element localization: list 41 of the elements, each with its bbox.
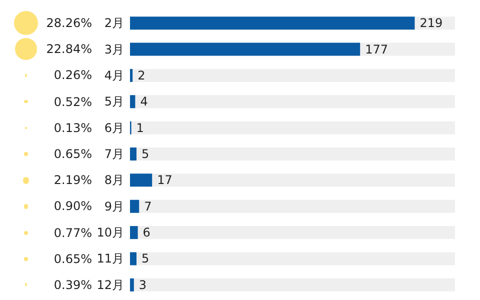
bar <box>130 95 136 108</box>
bar <box>130 68 133 82</box>
data-label: 177 <box>365 42 388 56</box>
text: 0.39% <box>54 278 92 292</box>
text: 0.77% <box>54 226 92 240</box>
text: 28.26% <box>46 16 92 30</box>
text: 0.65% <box>54 147 92 161</box>
data-label: 4 <box>140 94 148 109</box>
bar <box>130 278 134 292</box>
text: 0.26% <box>54 68 92 82</box>
text: 22.84% <box>46 42 92 56</box>
y-tick-label: 6月 <box>104 120 124 135</box>
text: 0.65% <box>54 252 92 266</box>
bar <box>130 226 138 240</box>
y-tick-label: 2月 <box>104 16 124 30</box>
bar <box>130 174 152 187</box>
bar <box>130 252 136 266</box>
data-label: 219 <box>420 16 443 30</box>
y-tick-label: 10月 <box>96 226 124 240</box>
data-label: 7 <box>144 199 152 214</box>
bar <box>130 148 136 160</box>
text: 0.52% <box>54 94 92 109</box>
bar <box>130 200 140 213</box>
data-label: 6 <box>142 226 150 240</box>
data-label: 2 <box>138 68 146 82</box>
y-tick-label: 3月 <box>104 42 124 56</box>
y-tick-label: 8月 <box>104 173 124 188</box>
y-tick-label: 5月 <box>104 94 124 109</box>
y-tick-label: 9月 <box>104 199 124 214</box>
data-label: 1 <box>136 120 144 135</box>
text: 0.90% <box>54 199 92 214</box>
data-label: 5 <box>142 252 150 266</box>
text: 0.13% <box>54 120 92 135</box>
data-label: 5 <box>142 147 150 161</box>
data-label: 3 <box>138 278 147 292</box>
y-tick-label: 11月 <box>96 252 124 266</box>
y-tick-label: 7月 <box>104 147 124 161</box>
text: 2.19% <box>54 173 92 188</box>
data-label: 17 <box>157 173 172 188</box>
y-tick-label: 4月 <box>104 68 124 82</box>
y-tick-label: 12月 <box>96 278 124 292</box>
